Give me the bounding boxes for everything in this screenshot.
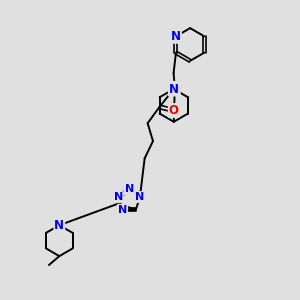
Text: N: N: [124, 184, 134, 194]
Text: O: O: [170, 82, 180, 95]
Text: N: N: [171, 30, 181, 43]
Text: N: N: [114, 192, 123, 202]
Text: N: N: [135, 192, 145, 202]
Text: O: O: [169, 104, 179, 117]
Text: N: N: [54, 219, 64, 232]
Text: N: N: [118, 205, 127, 215]
Text: N: N: [169, 82, 179, 96]
